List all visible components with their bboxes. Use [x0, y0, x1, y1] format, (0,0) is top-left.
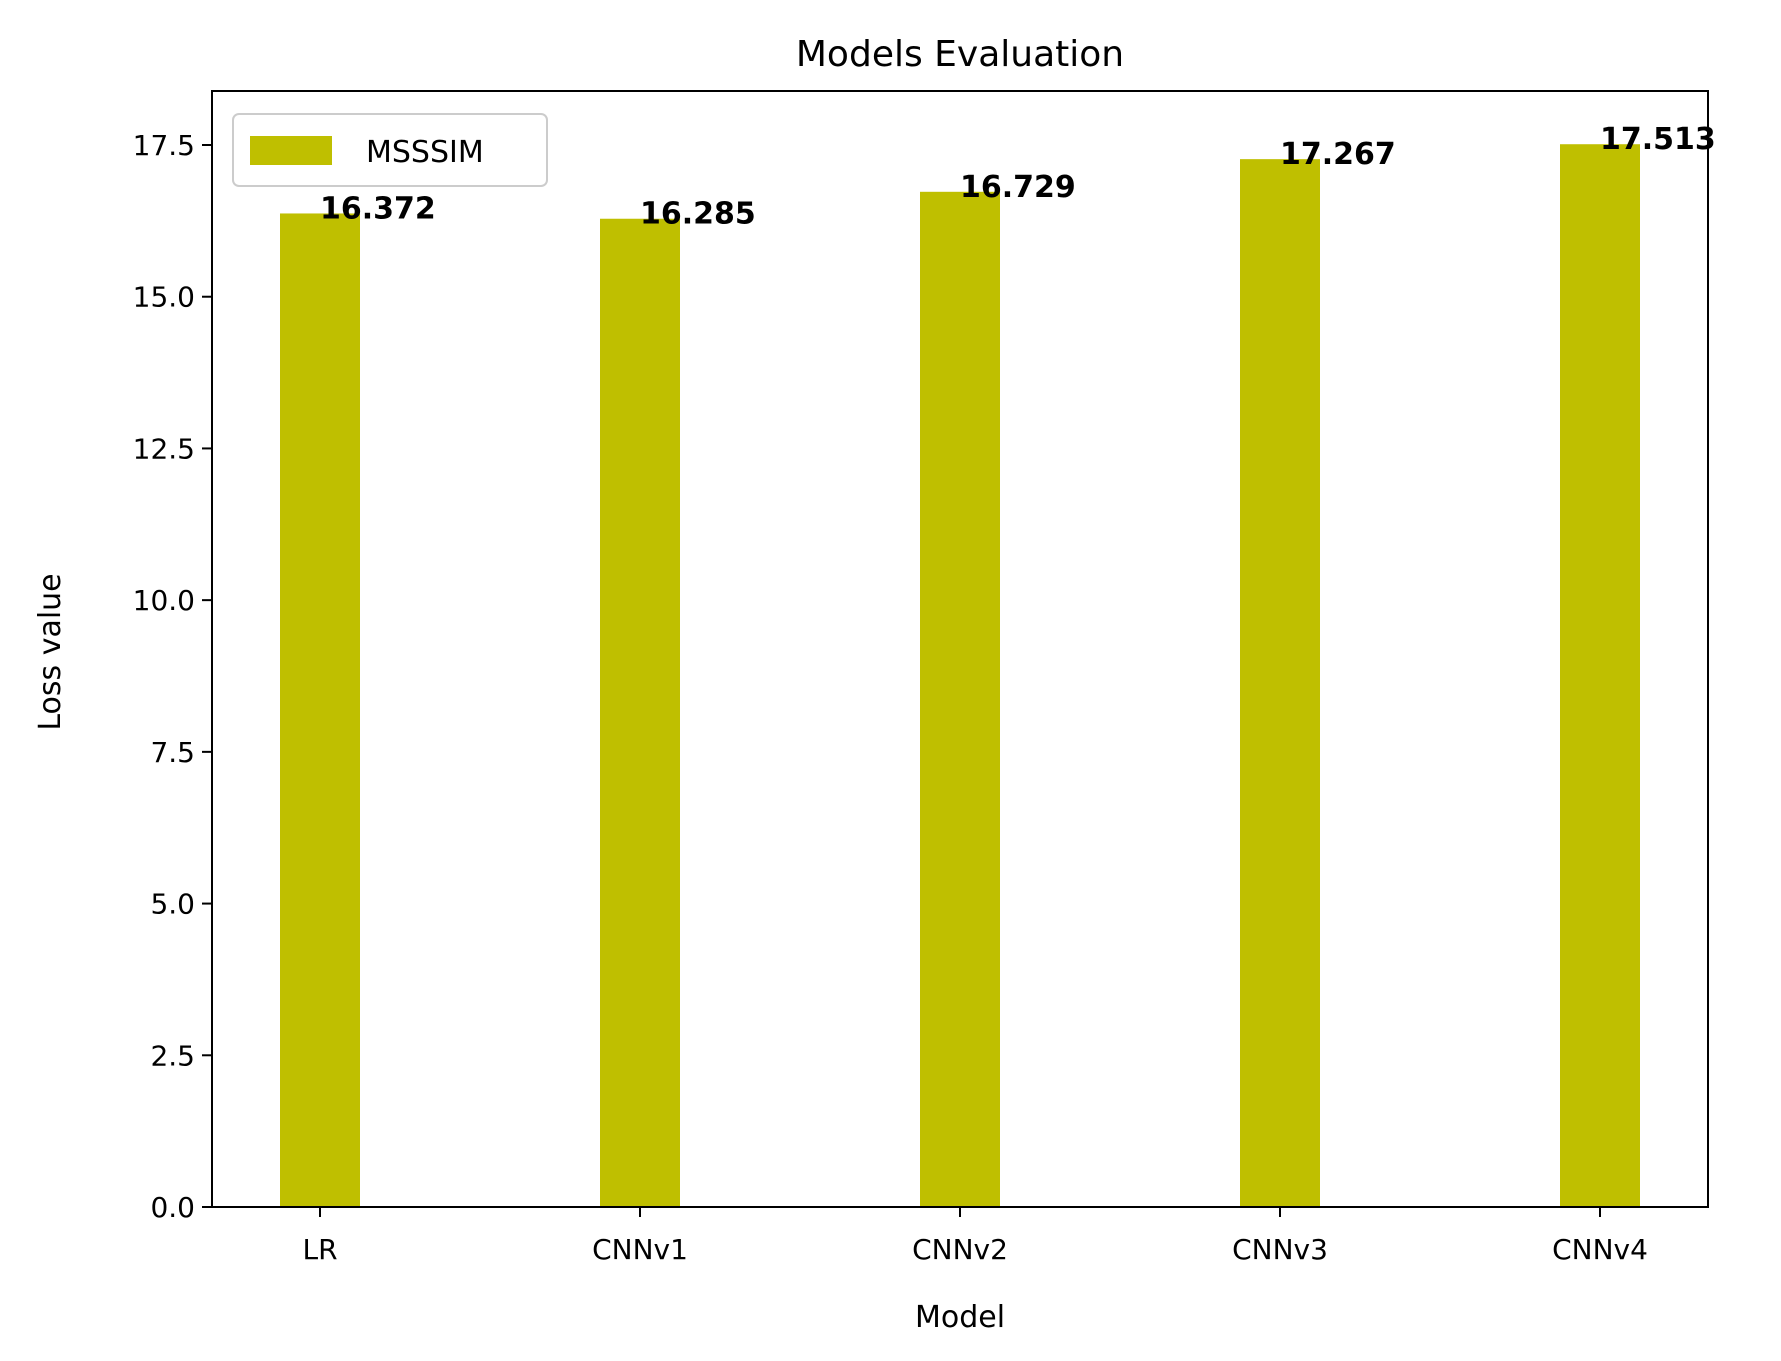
data-label-cnnv2: 16.729 — [960, 170, 1076, 205]
bar-cnnv4 — [1560, 144, 1640, 1207]
x-tick-label-cnnv1: CNNv1 — [592, 1233, 688, 1266]
y-tick-label: 2.5 — [150, 1039, 195, 1072]
plot-area: 16.372 16.285 16.729 17.267 17.513 0.0 2.5 5.0 7… — [133, 90, 1716, 1266]
legend-swatch — [250, 136, 332, 165]
data-label-cnnv1: 16.285 — [640, 197, 756, 232]
data-label-lr: 16.372 — [320, 191, 436, 226]
y-tick-label: 17.5 — [133, 129, 195, 162]
bar-cnnv1 — [600, 218, 680, 1207]
x-tick-label-cnnv3: CNNv3 — [1232, 1233, 1328, 1266]
legend-label: MSSSIM — [366, 135, 484, 170]
y-tick-label: 12.5 — [133, 432, 195, 465]
y-tick-label: 15.0 — [133, 281, 195, 314]
x-tick-label-lr: LR — [302, 1233, 337, 1266]
legend-box — [232, 113, 548, 187]
y-axis-title: Loss value — [33, 573, 68, 730]
data-label-cnnv3: 17.267 — [1280, 137, 1396, 172]
data-label-cnnv4: 17.513 — [1600, 122, 1716, 157]
y-tick-label: 10.0 — [133, 584, 195, 617]
x-tick-label-cnnv2: CNNv2 — [912, 1233, 1008, 1266]
y-tick-label: 7.5 — [150, 736, 195, 769]
bar-lr — [280, 213, 360, 1207]
bar-cnnv3 — [1240, 159, 1320, 1208]
chart-title: Models Evaluation — [796, 34, 1124, 75]
x-axis-title: Model — [915, 1300, 1005, 1335]
bar-cnnv2 — [920, 191, 1000, 1208]
y-tick-label: 5.0 — [150, 888, 195, 921]
y-tick-label: 0.0 — [150, 1191, 195, 1224]
x-tick-label-cnnv4: CNNv4 — [1552, 1233, 1648, 1266]
